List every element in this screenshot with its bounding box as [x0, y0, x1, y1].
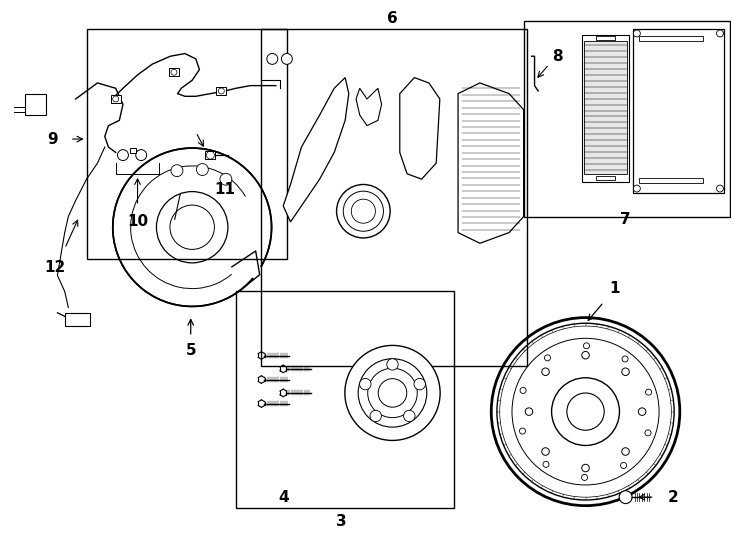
Text: 11: 11 [214, 183, 236, 197]
Circle shape [344, 191, 383, 231]
Circle shape [170, 205, 214, 249]
Circle shape [645, 430, 651, 436]
Circle shape [633, 30, 640, 37]
Circle shape [526, 408, 533, 415]
Polygon shape [356, 88, 382, 126]
Bar [261, 30, 527, 366]
Circle shape [581, 475, 588, 481]
Circle shape [622, 356, 628, 362]
Circle shape [368, 368, 417, 417]
Circle shape [542, 448, 549, 455]
Bar [169, 68, 179, 76]
Text: 8: 8 [553, 49, 563, 64]
Circle shape [281, 53, 292, 64]
Circle shape [620, 462, 627, 468]
Circle shape [633, 185, 640, 192]
Text: 4: 4 [278, 490, 288, 505]
Circle shape [378, 379, 407, 407]
Polygon shape [283, 78, 349, 222]
Bar [523, 22, 730, 217]
Circle shape [619, 491, 632, 504]
Text: 6: 6 [387, 11, 398, 26]
Text: 7: 7 [620, 212, 631, 227]
Bar [130, 148, 136, 153]
Circle shape [542, 368, 549, 375]
Circle shape [567, 393, 604, 430]
Bar [87, 30, 287, 259]
Circle shape [639, 408, 646, 415]
Circle shape [520, 387, 526, 394]
Circle shape [582, 352, 589, 359]
Polygon shape [400, 78, 440, 179]
Polygon shape [582, 35, 629, 182]
Circle shape [345, 346, 440, 441]
Bar [639, 178, 702, 183]
Circle shape [414, 379, 426, 390]
Bar [217, 87, 226, 95]
Circle shape [358, 359, 426, 427]
Bar [236, 292, 454, 508]
Circle shape [622, 368, 629, 375]
Text: 2: 2 [667, 490, 678, 505]
Circle shape [622, 448, 629, 455]
Circle shape [543, 461, 549, 467]
Bar [206, 151, 215, 159]
Bar [596, 36, 615, 40]
Text: 5: 5 [186, 343, 196, 357]
Bar [25, 93, 46, 115]
Circle shape [220, 173, 232, 185]
Bar [639, 36, 702, 42]
Circle shape [117, 150, 128, 160]
Text: 1: 1 [609, 281, 620, 296]
Circle shape [136, 150, 147, 160]
Bar [111, 95, 120, 103]
Circle shape [156, 192, 228, 263]
Circle shape [267, 53, 277, 64]
Circle shape [370, 410, 382, 422]
Circle shape [360, 379, 371, 390]
Circle shape [716, 185, 724, 192]
Circle shape [551, 378, 619, 446]
Polygon shape [458, 83, 523, 244]
Circle shape [545, 355, 550, 361]
Circle shape [716, 30, 724, 37]
Text: 10: 10 [127, 214, 148, 230]
Circle shape [197, 164, 208, 176]
Text: 9: 9 [47, 132, 58, 146]
Circle shape [387, 359, 399, 370]
Bar [65, 313, 90, 326]
Circle shape [584, 343, 589, 349]
Text: 3: 3 [336, 514, 347, 529]
Bar [596, 176, 615, 180]
Polygon shape [633, 30, 724, 192]
Circle shape [646, 389, 652, 395]
Polygon shape [584, 41, 628, 174]
Circle shape [171, 165, 183, 177]
Circle shape [582, 464, 589, 472]
Circle shape [520, 428, 526, 434]
Circle shape [352, 199, 375, 223]
Circle shape [337, 185, 390, 238]
Circle shape [404, 410, 415, 422]
Text: 12: 12 [45, 260, 66, 275]
